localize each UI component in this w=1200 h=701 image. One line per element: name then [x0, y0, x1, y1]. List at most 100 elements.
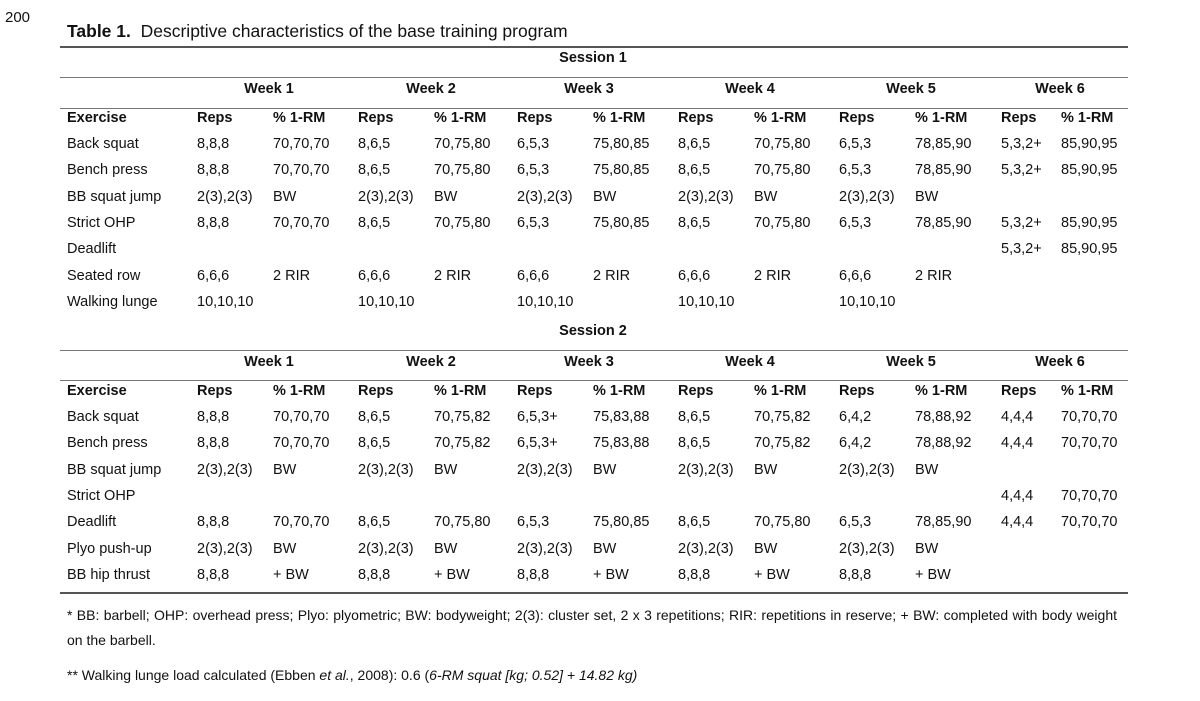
- table-cell: 70,70,70: [1061, 435, 1118, 452]
- rule: [60, 108, 1128, 109]
- table-cell: 6,5,3: [517, 214, 550, 231]
- table-cell: 70,75,80: [754, 514, 811, 531]
- table-cell: 70,70,70: [1061, 514, 1118, 531]
- table-cell: 78,85,90: [915, 162, 972, 179]
- table-cell: 2(3),2(3): [678, 188, 734, 205]
- table-cell: 2(3),2(3): [517, 188, 573, 205]
- table-cell: 4,4,4: [1001, 409, 1034, 425]
- table-cell: 2(3),2(3): [517, 461, 573, 478]
- table-cell: 70,75,82: [754, 435, 811, 452]
- column-header: % 1-RM: [434, 383, 487, 399]
- table-cell: 6,4,2: [839, 409, 872, 425]
- exercise-name: Deadlift: [67, 514, 117, 531]
- table-cell: 75,80,85: [593, 214, 650, 231]
- table-cell: 2(3),2(3): [197, 461, 253, 478]
- session-title: Session 2: [559, 323, 627, 339]
- table-cell: 75,83,88: [593, 409, 650, 425]
- table-cell: 2(3),2(3): [197, 188, 253, 205]
- caption-text: Descriptive characteristics of the base …: [140, 21, 568, 41]
- table-cell: 10,10,10: [517, 293, 574, 310]
- table-cell: 70,70,70: [273, 514, 330, 531]
- column-header: Reps: [197, 110, 233, 126]
- table-cell: BW: [593, 540, 617, 557]
- week-header: Week 3: [564, 354, 614, 370]
- table-cell: BW: [915, 461, 939, 478]
- table-cell: 8,8,8: [197, 214, 230, 231]
- bottom-rule: [60, 592, 1128, 594]
- week-header: Week 1: [244, 354, 294, 370]
- table-cell: 8,8,8: [197, 435, 230, 452]
- table-cell: 2(3),2(3): [358, 461, 414, 478]
- column-header: % 1-RM: [273, 383, 326, 399]
- table-cell: 4,4,4: [1001, 435, 1034, 452]
- table-cell: 6,6,6: [839, 267, 872, 284]
- table-cell: 8,6,5: [358, 409, 391, 425]
- week-header: Week 6: [1035, 354, 1085, 370]
- table-cell: 70,75,80: [754, 162, 811, 179]
- table-cell: 2(3),2(3): [678, 540, 734, 557]
- table-cell: 8,6,5: [358, 514, 391, 531]
- table-cell: 2(3),2(3): [197, 540, 253, 557]
- footnote-text: , 2008): 0.6 (: [349, 667, 430, 683]
- table-cell: 2 RIR: [593, 267, 631, 284]
- table-cell: 85,90,95: [1061, 214, 1118, 231]
- week-header: Week 1: [244, 81, 294, 97]
- column-header: % 1-RM: [915, 110, 968, 126]
- exercise-name: Back squat: [67, 136, 139, 152]
- table-cell: 78,85,90: [915, 514, 972, 531]
- table-cell: 2 RIR: [754, 267, 792, 284]
- exercise-name: BB squat jump: [67, 188, 162, 205]
- week-header: Week 3: [564, 81, 614, 97]
- table-cell: 10,10,10: [197, 293, 254, 310]
- table-cell: 8,6,5: [358, 136, 391, 152]
- table-cell: 10,10,10: [678, 293, 735, 310]
- table-cell: 2(3),2(3): [839, 461, 895, 478]
- table-cell: 8,8,8: [839, 566, 872, 583]
- column-header: % 1-RM: [754, 110, 807, 126]
- exercise-name: Bench press: [67, 162, 148, 179]
- table-cell: 8,8,8: [358, 566, 391, 583]
- table-cell: 78,85,90: [915, 136, 972, 152]
- exercise-name: Deadlift: [67, 241, 117, 258]
- exercise-name: Walking lunge: [67, 293, 158, 310]
- table-cell: BW: [273, 188, 297, 205]
- table-cell: 6,6,6: [517, 267, 550, 284]
- table-cell: 8,6,5: [678, 214, 711, 231]
- footnote-text: et al.: [319, 667, 350, 683]
- table-cell: BW: [915, 540, 939, 557]
- column-header: Exercise: [67, 383, 127, 399]
- table-cell: 6,5,3+: [517, 409, 558, 425]
- exercise-name: Plyo push-up: [67, 540, 152, 557]
- table-cell: 10,10,10: [358, 293, 415, 310]
- table-cell: 2(3),2(3): [839, 540, 895, 557]
- exercise-name: Seated row: [67, 267, 141, 284]
- rule: [60, 380, 1128, 381]
- table-cell: 5,3,2+: [1001, 136, 1042, 152]
- table-cell: 70,75,82: [434, 435, 491, 452]
- table-cell: BW: [273, 540, 297, 557]
- column-header: Reps: [358, 383, 394, 399]
- table-cell: + BW: [273, 566, 309, 583]
- footnote-text: * BB: barbell; OHP: overhead press; Plyo…: [67, 607, 1117, 648]
- table-cell: 2 RIR: [915, 267, 953, 284]
- column-header: Reps: [517, 383, 553, 399]
- table-cell: BW: [434, 540, 458, 557]
- table-cell: 70,70,70: [273, 409, 330, 425]
- table-cell: + BW: [754, 566, 790, 583]
- table-cell: 2(3),2(3): [517, 540, 573, 557]
- rule: [60, 77, 1128, 78]
- table-cell: 70,75,80: [434, 214, 491, 231]
- table-cell: 75,80,85: [593, 162, 650, 179]
- table-cell: 8,8,8: [517, 566, 550, 583]
- table-cell: 70,70,70: [273, 162, 330, 179]
- footnote: * BB: barbell; OHP: overhead press; Plyo…: [67, 603, 1117, 653]
- column-header: Reps: [678, 383, 714, 399]
- table-cell: 6,4,2: [839, 435, 872, 452]
- table-cell: 8,6,5: [358, 435, 391, 452]
- table-cell: 8,6,5: [358, 162, 391, 179]
- table-cell: 78,88,92: [915, 409, 972, 425]
- column-header: % 1-RM: [915, 383, 968, 399]
- footnote-text: 6-RM squat [kg; 0.52] + 14.82 kg): [429, 667, 638, 683]
- footnote: ** Walking lunge load calculated (Ebben …: [67, 663, 1117, 688]
- exercise-name: Back squat: [67, 409, 139, 425]
